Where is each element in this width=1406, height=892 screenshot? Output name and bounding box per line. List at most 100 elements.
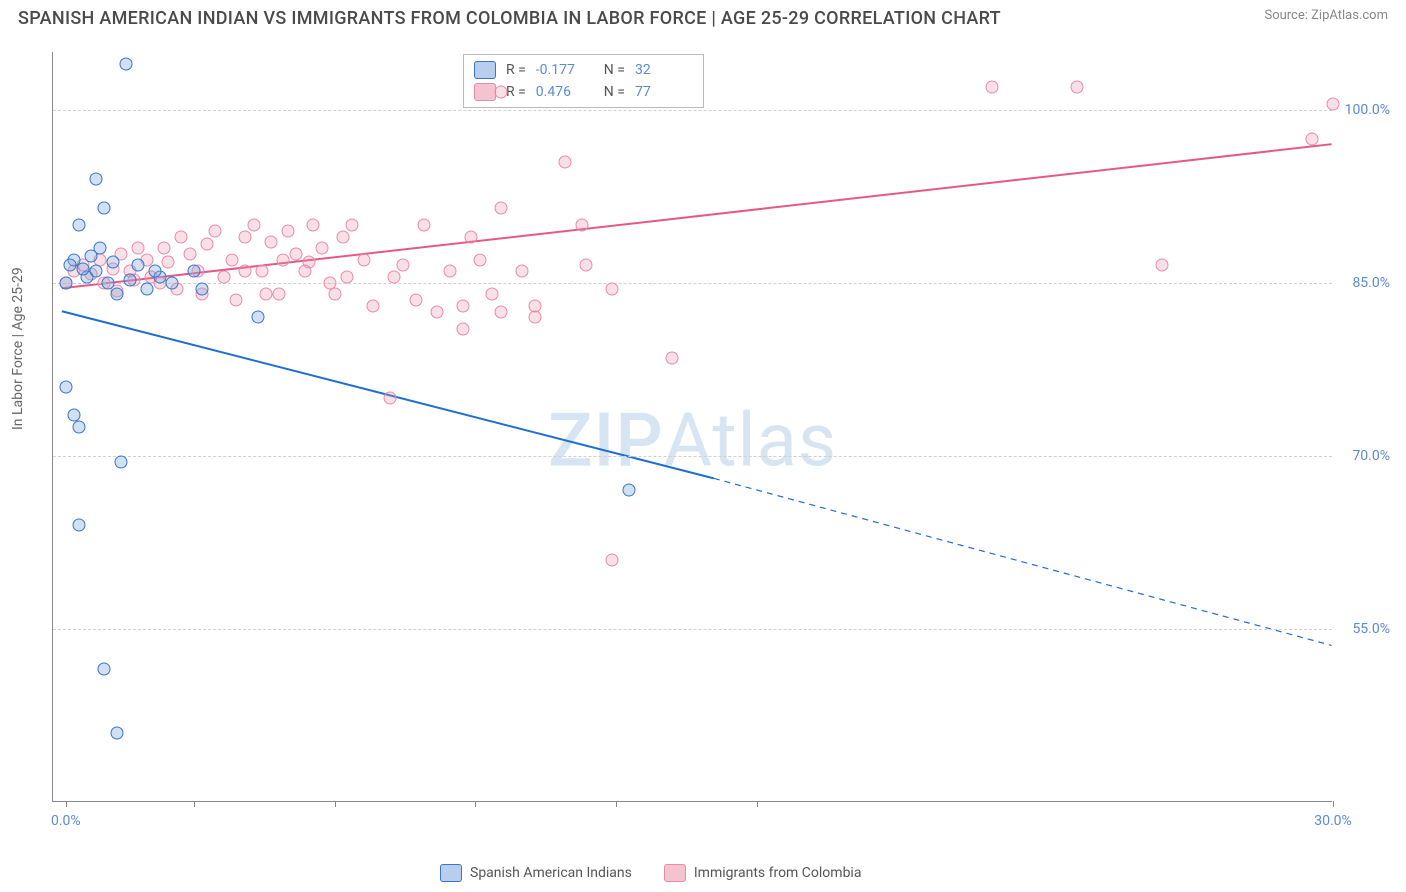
data-point — [106, 256, 119, 269]
series-legend: Spanish American Indians Immigrants from… — [440, 864, 861, 882]
data-point — [273, 288, 286, 301]
data-point — [115, 247, 128, 260]
data-point — [456, 299, 469, 312]
data-point — [260, 288, 273, 301]
swatch-blue-icon — [474, 61, 496, 79]
data-point — [192, 265, 205, 278]
data-point — [111, 288, 124, 301]
xtick — [1333, 801, 1334, 807]
data-point — [431, 305, 444, 318]
data-point — [367, 299, 380, 312]
data-point — [443, 265, 456, 278]
watermark-zip: ZIP — [548, 398, 664, 485]
data-point — [81, 271, 94, 284]
plot-area: ZIPAtlas R = -0.177 N = 32 R = 0.476 N =… — [52, 52, 1332, 802]
data-point — [128, 274, 141, 287]
data-point — [345, 219, 358, 232]
legend-label-blue: Spanish American Indians — [470, 865, 632, 881]
r-label: R = — [506, 84, 526, 100]
r-value-blue: -0.177 — [536, 62, 594, 78]
correlation-legend: R = -0.177 N = 32 R = 0.476 N = 77 — [463, 54, 704, 108]
r-label: R = — [506, 62, 526, 78]
data-point — [529, 311, 542, 324]
data-point — [495, 305, 508, 318]
chart-title: SPANISH AMERICAN INDIAN VS IMMIGRANTS FR… — [18, 8, 1001, 29]
data-point — [98, 663, 111, 676]
data-point — [495, 201, 508, 214]
data-point — [465, 230, 478, 243]
legend-label-pink: Immigrants from Colombia — [694, 865, 862, 881]
data-point — [1327, 97, 1340, 110]
data-point — [1305, 132, 1318, 145]
data-point — [251, 311, 264, 324]
data-point — [145, 271, 158, 284]
trend-line — [714, 478, 1332, 645]
data-point — [89, 172, 102, 185]
legend-item-pink: Immigrants from Colombia — [664, 864, 862, 882]
n-label: N = — [604, 62, 625, 78]
data-point — [303, 256, 316, 269]
ytick-label: 85.0% — [1352, 275, 1390, 291]
data-point — [111, 726, 124, 739]
data-point — [76, 262, 89, 275]
data-point — [247, 219, 260, 232]
trend-line — [62, 144, 1332, 288]
gridline-h — [53, 110, 1332, 111]
ytick-label: 100.0% — [1345, 102, 1390, 118]
swatch-pink-icon — [474, 83, 496, 101]
source-label: Source: ZipAtlas.com — [1264, 8, 1388, 23]
data-point — [209, 224, 222, 237]
data-point — [580, 259, 593, 272]
data-point — [175, 230, 188, 243]
data-point — [328, 288, 341, 301]
data-point — [290, 247, 303, 260]
data-point — [183, 247, 196, 260]
n-label: N = — [604, 84, 625, 100]
data-point — [170, 282, 183, 295]
data-point — [196, 288, 209, 301]
data-point — [473, 253, 486, 266]
data-point — [605, 553, 618, 566]
xtick — [66, 801, 67, 807]
xtick-label: 0.0% — [51, 813, 81, 829]
data-point — [576, 219, 589, 232]
data-point — [68, 253, 81, 266]
data-point — [409, 294, 422, 307]
trend-line — [62, 311, 714, 478]
swatch-blue-icon — [440, 864, 462, 882]
correlation-row-blue: R = -0.177 N = 32 — [474, 59, 693, 81]
data-point — [149, 265, 162, 278]
data-point — [516, 265, 529, 278]
data-point — [111, 284, 124, 297]
data-point — [217, 271, 230, 284]
data-point — [1071, 80, 1084, 93]
data-point — [605, 282, 618, 295]
data-point — [93, 242, 106, 255]
data-point — [1156, 259, 1169, 272]
data-point — [119, 57, 132, 70]
watermark-atlas: Atlas — [664, 398, 837, 485]
watermark: ZIPAtlas — [548, 398, 837, 485]
n-value-pink: 77 — [635, 84, 693, 100]
data-point — [226, 253, 239, 266]
legend-item-blue: Spanish American Indians — [440, 864, 632, 882]
gridline-h — [53, 283, 1332, 284]
data-point — [162, 256, 175, 269]
data-point — [72, 519, 85, 532]
data-point — [200, 237, 213, 250]
data-point — [665, 351, 678, 364]
data-point — [68, 409, 81, 422]
data-point — [106, 262, 119, 275]
data-point — [358, 253, 371, 266]
xtick — [194, 801, 195, 807]
data-point — [388, 271, 401, 284]
data-point — [85, 250, 98, 263]
data-point — [93, 253, 106, 266]
data-point — [196, 282, 209, 295]
trend-lines — [53, 52, 1332, 801]
data-point — [132, 242, 145, 255]
data-point — [153, 271, 166, 284]
data-point — [486, 288, 499, 301]
data-point — [256, 265, 269, 278]
data-point — [123, 274, 136, 287]
